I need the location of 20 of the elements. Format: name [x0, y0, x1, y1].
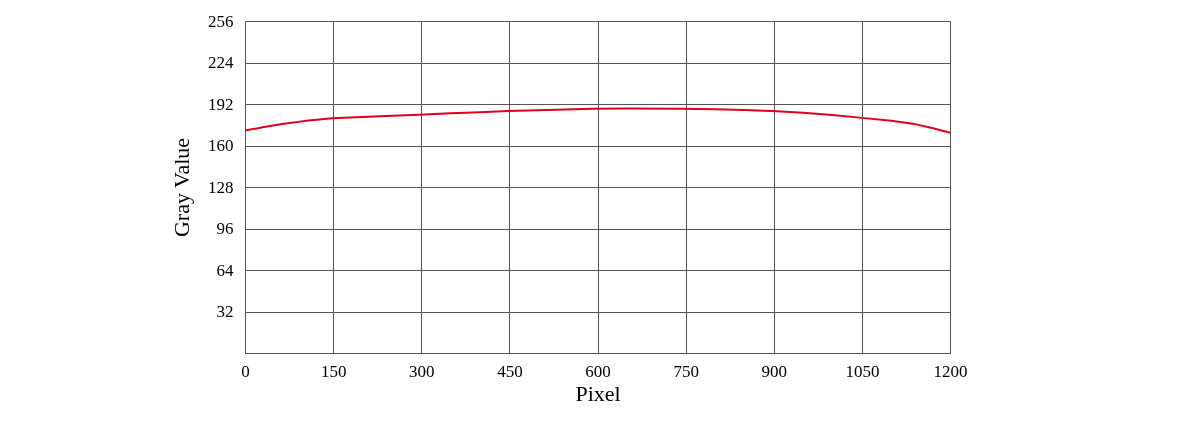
y-tick-label: 160 — [208, 136, 234, 155]
line-series — [244, 107, 951, 134]
y-tick-label: 96 — [216, 219, 234, 238]
x-tick-label: 150 — [320, 361, 347, 381]
y-tick-label: 64 — [216, 260, 234, 280]
y-tick-label: 192 — [208, 94, 234, 114]
y-axis-title: Gray Value — [169, 137, 194, 238]
x-tick-label: 0 — [241, 361, 250, 381]
x-tick-label: 600 — [585, 361, 611, 381]
x-tick-label: 450 — [497, 361, 523, 381]
y-tick-label: 32 — [216, 302, 234, 321]
x-axis-title: Pixel — [575, 380, 621, 406]
x-tick-label: 750 — [673, 361, 699, 381]
y-tick-label: 128 — [208, 177, 234, 197]
x-tick-label: 1050 — [845, 361, 880, 381]
x-tick-label: 300 — [409, 361, 435, 381]
y-tick-label: 224 — [208, 53, 234, 72]
y-tick-label: 256 — [208, 11, 234, 31]
x-tick-label: 900 — [761, 361, 787, 381]
x-tick-label: 1200 — [933, 361, 968, 381]
